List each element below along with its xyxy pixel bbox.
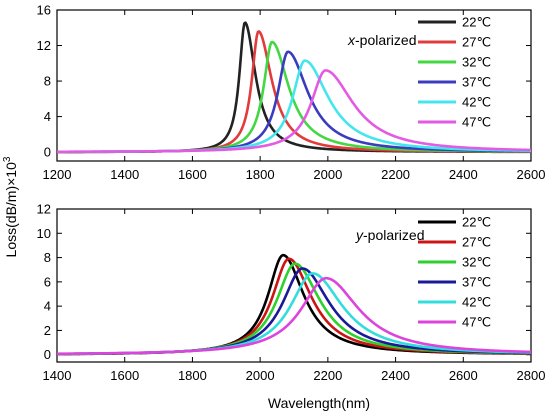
series-line (57, 267, 531, 356)
polarization-suffix: -polarized (363, 227, 424, 243)
plot-frame (56, 208, 532, 363)
x-tick-label: 2600 (517, 167, 546, 182)
polarization-variable: x (347, 32, 356, 48)
legend-entry: 32℃ (462, 55, 491, 70)
y-tick-label: 0 (44, 145, 51, 160)
legend-entry: 27℃ (462, 235, 491, 250)
series-line (57, 69, 531, 154)
series-line (57, 59, 531, 154)
legend-entry: 47℃ (462, 315, 491, 330)
y-axis-title: Loss(dB/m)×103 (2, 156, 19, 257)
x-tick-label: 1200 (43, 167, 72, 182)
legend-entry: 42℃ (462, 295, 491, 310)
polarization-variable: y (355, 227, 364, 243)
legend-entry: 37℃ (462, 75, 491, 90)
x-tick-label: 2800 (517, 368, 546, 383)
y-tick-label: 8 (44, 250, 51, 265)
legend-entry: 22℃ (462, 15, 491, 30)
series-line (57, 276, 531, 356)
y-tick-label: 16 (37, 3, 51, 18)
polarization-label: x-polarized (347, 32, 416, 48)
polarization-suffix: -polarized (355, 32, 416, 48)
x-tick-label: 1600 (110, 368, 139, 383)
x-tick-label: 2400 (449, 167, 478, 182)
x-tick-label: 2200 (313, 368, 342, 383)
y-tick-label: 8 (44, 74, 51, 89)
series-line (57, 253, 531, 356)
polarization-label: y-polarized (355, 227, 424, 243)
x-axis-title: Wavelength(nm) (268, 395, 370, 411)
y-tick-label: 0 (44, 347, 51, 362)
chart-x-polarized: 1200 1400 1600 1800 2000 2200 2400 2600 0 4 8 12 16 x… (37, 3, 546, 183)
y-tick-label: 6 (44, 274, 51, 289)
legend-entry: 22℃ (462, 215, 491, 230)
y-tick-label: 4 (44, 299, 51, 314)
legend-entry: 27℃ (462, 35, 491, 50)
y-tick-label: 4 (44, 109, 51, 124)
y-tick-label: 2 (44, 323, 51, 338)
y-axis-title-exponent: 3 (2, 156, 13, 162)
x-tick-label: 1600 (178, 167, 207, 182)
y-tick-label: 10 (37, 226, 51, 241)
x-tick-label: 1800 (246, 167, 275, 182)
legend-entry: 47℃ (462, 115, 491, 130)
y-tick-label: 12 (37, 202, 51, 217)
x-tick-label: 1400 (43, 368, 72, 383)
series-line (57, 272, 531, 356)
x-tick-label: 2200 (381, 167, 410, 182)
chart-y-polarized: 1400 1600 1800 2000 2200 2400 2600 2800 0 2 4 6 8 10 1… (37, 202, 546, 384)
x-tick-label: 2600 (449, 368, 478, 383)
legend-entry: 32℃ (462, 255, 491, 270)
y-tick-label: 12 (37, 38, 51, 53)
x-tick-label: 1800 (178, 368, 207, 383)
x-tick-label: 2400 (381, 368, 410, 383)
legend-entry: 42℃ (462, 95, 491, 110)
plot-frame (56, 9, 532, 162)
x-tick-label: 1400 (110, 167, 139, 182)
legend-entry: 37℃ (462, 275, 491, 290)
x-tick-label: 2000 (246, 368, 275, 383)
x-tick-label: 2000 (313, 167, 342, 182)
